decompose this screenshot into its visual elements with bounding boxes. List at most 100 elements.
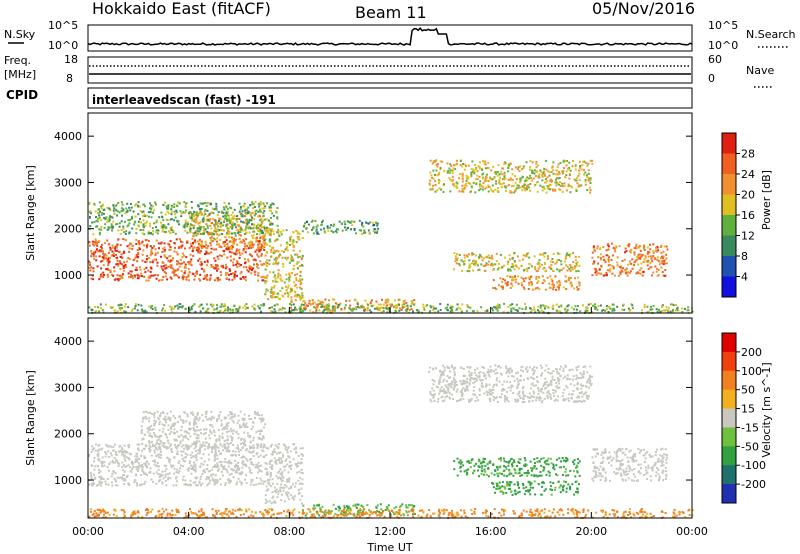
- scatter-point: [161, 470, 164, 473]
- scatter-point: [167, 223, 170, 226]
- scatter-point: [272, 451, 274, 454]
- scatter-point: [199, 202, 202, 205]
- scatter-point: [137, 467, 140, 470]
- scatter-point: [492, 309, 494, 312]
- scatter-point: [363, 309, 366, 312]
- scatter-point: [665, 306, 668, 309]
- scatter-point: [241, 215, 244, 218]
- scatter-point: [144, 464, 147, 466]
- scatter-point: [486, 310, 489, 312]
- scatter-point: [327, 303, 330, 306]
- scatter-point: [115, 209, 117, 212]
- scatter-point: [151, 481, 154, 483]
- scatter-point: [321, 304, 324, 307]
- scatter-point: [220, 265, 223, 268]
- scatter-point: [453, 185, 456, 188]
- scatter-point: [93, 447, 95, 450]
- scatter-point: [569, 264, 572, 266]
- scatter-point: [375, 300, 378, 303]
- scatter-point: [620, 269, 623, 272]
- scatter-point: [248, 458, 251, 461]
- scatter-point: [430, 188, 433, 191]
- scatter-point: [278, 254, 281, 257]
- scatter-point: [120, 276, 123, 279]
- scatter-point: [503, 174, 506, 177]
- scatter-point: [190, 245, 193, 248]
- scatter-point: [621, 259, 624, 262]
- scatter-point: [304, 305, 307, 308]
- scatter-point: [172, 464, 175, 467]
- scatter-point: [607, 306, 610, 309]
- scatter-point: [315, 308, 318, 311]
- scatter-point: [177, 435, 180, 438]
- scatter-point: [202, 232, 205, 235]
- scatter-point: [243, 221, 246, 224]
- scatter-point: [121, 256, 124, 259]
- scatter-point: [527, 276, 530, 279]
- scatter-point: [282, 453, 285, 456]
- scatter-point: [330, 224, 332, 227]
- scatter-point: [206, 264, 208, 267]
- nsky-label: N.Sky: [4, 28, 36, 41]
- scatter-point: [549, 188, 552, 191]
- scatter-point: [104, 451, 107, 453]
- scatter-point: [119, 267, 122, 270]
- scatter-point: [182, 465, 184, 468]
- scatter-point: [232, 308, 235, 311]
- scatter-point: [124, 479, 127, 482]
- scatter-point: [283, 486, 286, 489]
- scatter-point: [261, 449, 264, 452]
- scatter-point: [257, 429, 260, 432]
- scatter-point: [109, 461, 112, 464]
- scatter-point: [180, 450, 183, 453]
- scatter-point: [131, 227, 134, 230]
- scatter-point: [539, 306, 542, 309]
- scatter-point: [256, 452, 259, 454]
- scatter-point: [103, 226, 106, 229]
- scatter-point: [131, 463, 134, 466]
- scatter-point: [181, 241, 184, 244]
- y-tick-label: 2000: [54, 223, 82, 236]
- scatter-point: [286, 494, 289, 496]
- scatter-point: [157, 274, 159, 277]
- scatter-point: [118, 477, 121, 479]
- scatter-point: [248, 470, 251, 473]
- scatter-point: [151, 428, 154, 431]
- scatter-point: [147, 211, 150, 214]
- scatter-point: [166, 456, 169, 459]
- scatter-point: [262, 426, 265, 429]
- scatter-point: [244, 211, 247, 214]
- scatter-point: [522, 286, 525, 289]
- scatter-point: [175, 439, 178, 442]
- scatter-point: [606, 305, 608, 307]
- scatter-point: [203, 260, 206, 263]
- scatter-point: [473, 172, 476, 175]
- scatter-point: [257, 245, 260, 248]
- scatter-point: [242, 463, 245, 466]
- scatter-point: [592, 262, 595, 265]
- scatter-point: [285, 288, 288, 291]
- scatter-point: [300, 471, 303, 474]
- scatter-point: [503, 178, 505, 181]
- scatter-point: [202, 307, 205, 310]
- scatter-point: [140, 425, 143, 428]
- scatter-point: [481, 169, 484, 171]
- scatter-point: [92, 473, 95, 476]
- scatter-point: [149, 270, 152, 273]
- scatter-point: [538, 259, 541, 262]
- scatter-point: [198, 208, 201, 210]
- scatter-point: [194, 275, 197, 278]
- scatter-point: [286, 242, 289, 245]
- scatter-point: [280, 493, 283, 496]
- scatter-point: [148, 444, 151, 447]
- scatter-point: [124, 239, 127, 242]
- scatter-point: [300, 468, 303, 471]
- scatter-point: [220, 274, 223, 276]
- scatter-point: [555, 178, 557, 181]
- scatter-point: [524, 308, 527, 311]
- scatter-point: [195, 249, 198, 252]
- scatter-point: [263, 248, 266, 251]
- scatter-point: [318, 302, 321, 305]
- scatter-point: [257, 263, 259, 266]
- scatter-point: [224, 482, 227, 485]
